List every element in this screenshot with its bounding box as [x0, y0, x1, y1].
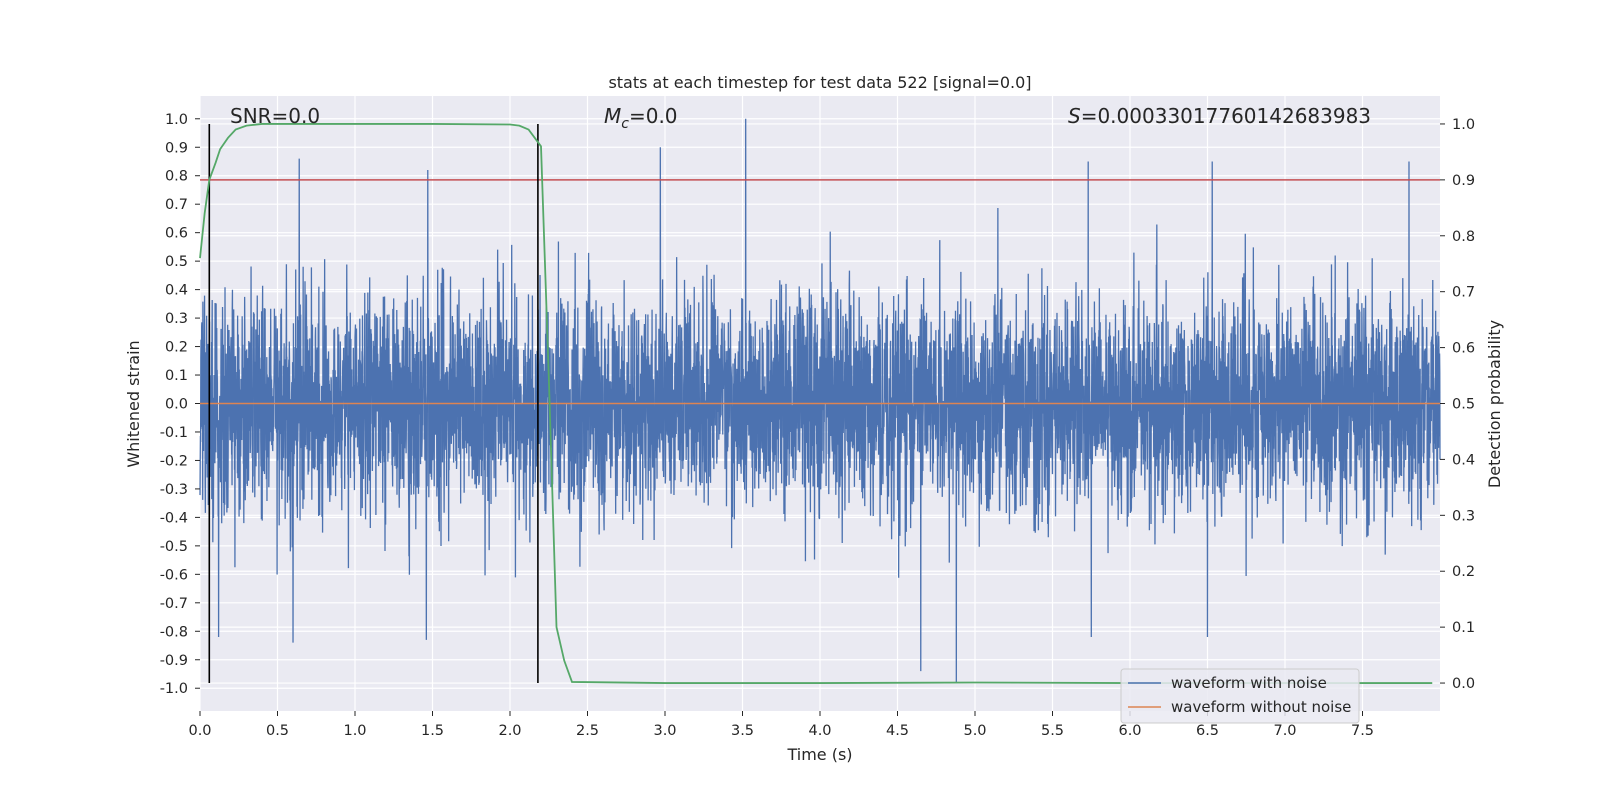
x-tick-label: 4.5 [886, 723, 909, 739]
x-tick-label: 0.0 [188, 723, 211, 739]
y-tick-label: -0.6 [160, 567, 188, 583]
y-axis-label: Whitened strain [124, 340, 143, 467]
series-line-detection-probability [199, 123, 1433, 684]
legend-label-noise: waveform with noise [1171, 674, 1327, 692]
x-tick-label: 5.0 [963, 723, 986, 739]
legend: waveform with noise waveform without noi… [1120, 668, 1360, 724]
axes: 0.0 0.5 1.0 1.5 2.0 2.5 3.0 3.5 4.0 4.5 5.0 5.5 6.0 6… [160, 112, 1475, 739]
x-tick-label: 7.0 [1273, 723, 1296, 739]
legend-box [1120, 668, 1360, 724]
snr-annotation: SNR=0.0 [230, 104, 320, 128]
y-tick-label: -0.4 [160, 510, 188, 526]
x-tick-label: 7.5 [1351, 723, 1374, 739]
x-tick-label: 4.0 [808, 723, 831, 739]
y-tick-label: 1.0 [165, 112, 188, 128]
x-tick-label: 3.0 [653, 723, 676, 739]
y-tick-label: 0.8 [165, 169, 188, 185]
x-tick-label: 2.5 [576, 723, 599, 739]
y-tick-label: -0.9 [160, 653, 188, 669]
s-value: =0.00033017760142683983 [1081, 104, 1371, 128]
y-tick-label: -0.2 [160, 453, 188, 469]
y-tick-label: 0.5 [165, 254, 188, 270]
y2-tick-label: 0.5 [1452, 397, 1475, 413]
s-symbol: S [1068, 104, 1081, 128]
y2-tick-label: 0.8 [1452, 229, 1475, 245]
y-tick-label: -0.8 [160, 624, 188, 640]
x-tick-label: 0.5 [266, 723, 289, 739]
x-tick-label: 5.5 [1041, 723, 1064, 739]
y2-tick-label: 0.6 [1452, 341, 1475, 357]
legend-label-clean: waveform without noise [1171, 698, 1351, 716]
chirp-mass-subscript: c [621, 116, 629, 132]
y2-tick-label: 0.4 [1452, 452, 1475, 468]
chirp-mass-value: =0.0 [629, 104, 678, 128]
y-tick-label: 0.0 [165, 397, 188, 413]
x-tick-label: 2.0 [498, 723, 521, 739]
y2-tick-label: 0.7 [1452, 285, 1475, 301]
y2-axis-label: Detection probability [1485, 320, 1504, 488]
y-tick-label: 0.4 [165, 283, 188, 299]
y2-tick-label: 0.3 [1452, 508, 1475, 524]
y-tick-label: 0.1 [165, 368, 188, 384]
y-tick-label: 0.3 [165, 311, 188, 327]
y2-tick-label: 1.0 [1452, 117, 1475, 133]
y-tick-label: 0.2 [165, 340, 188, 356]
data-layer [199, 118, 1441, 684]
y2-tick-label: 0.2 [1452, 564, 1475, 580]
y-tick-label: -1.0 [160, 681, 188, 697]
x-tick-label: 3.5 [731, 723, 754, 739]
x-tick-label: 1.0 [343, 723, 366, 739]
y2-tick-label: 0.0 [1452, 676, 1475, 692]
y-tick-label: -0.3 [160, 482, 188, 498]
y2-tick-label: 0.9 [1452, 173, 1475, 189]
y2-tick-label: 0.1 [1452, 620, 1475, 636]
y-tick-label: 0.7 [165, 197, 188, 213]
s-annotation: S=0.00033017760142683983 [1068, 104, 1371, 128]
x-axis-label: Time (s) [786, 745, 852, 764]
y-tick-label: -0.7 [160, 596, 188, 612]
y-tick-label: 0.9 [165, 140, 188, 156]
y-tick-label: -0.1 [160, 425, 188, 441]
series-line-waveform-with-noise [199, 118, 1441, 683]
chart-title: stats at each timestep for test data 522… [608, 73, 1031, 92]
x-tick-label: 1.5 [421, 723, 444, 739]
x-tick-label: 6.5 [1196, 723, 1219, 739]
chirp-mass-annotation: Mc=0.0 [604, 104, 678, 132]
x-tick-label: 6.0 [1118, 723, 1141, 739]
chirp-mass-symbol: M [604, 104, 621, 128]
y-tick-label: 0.6 [165, 226, 188, 242]
y-tick-label: -0.5 [160, 539, 188, 555]
